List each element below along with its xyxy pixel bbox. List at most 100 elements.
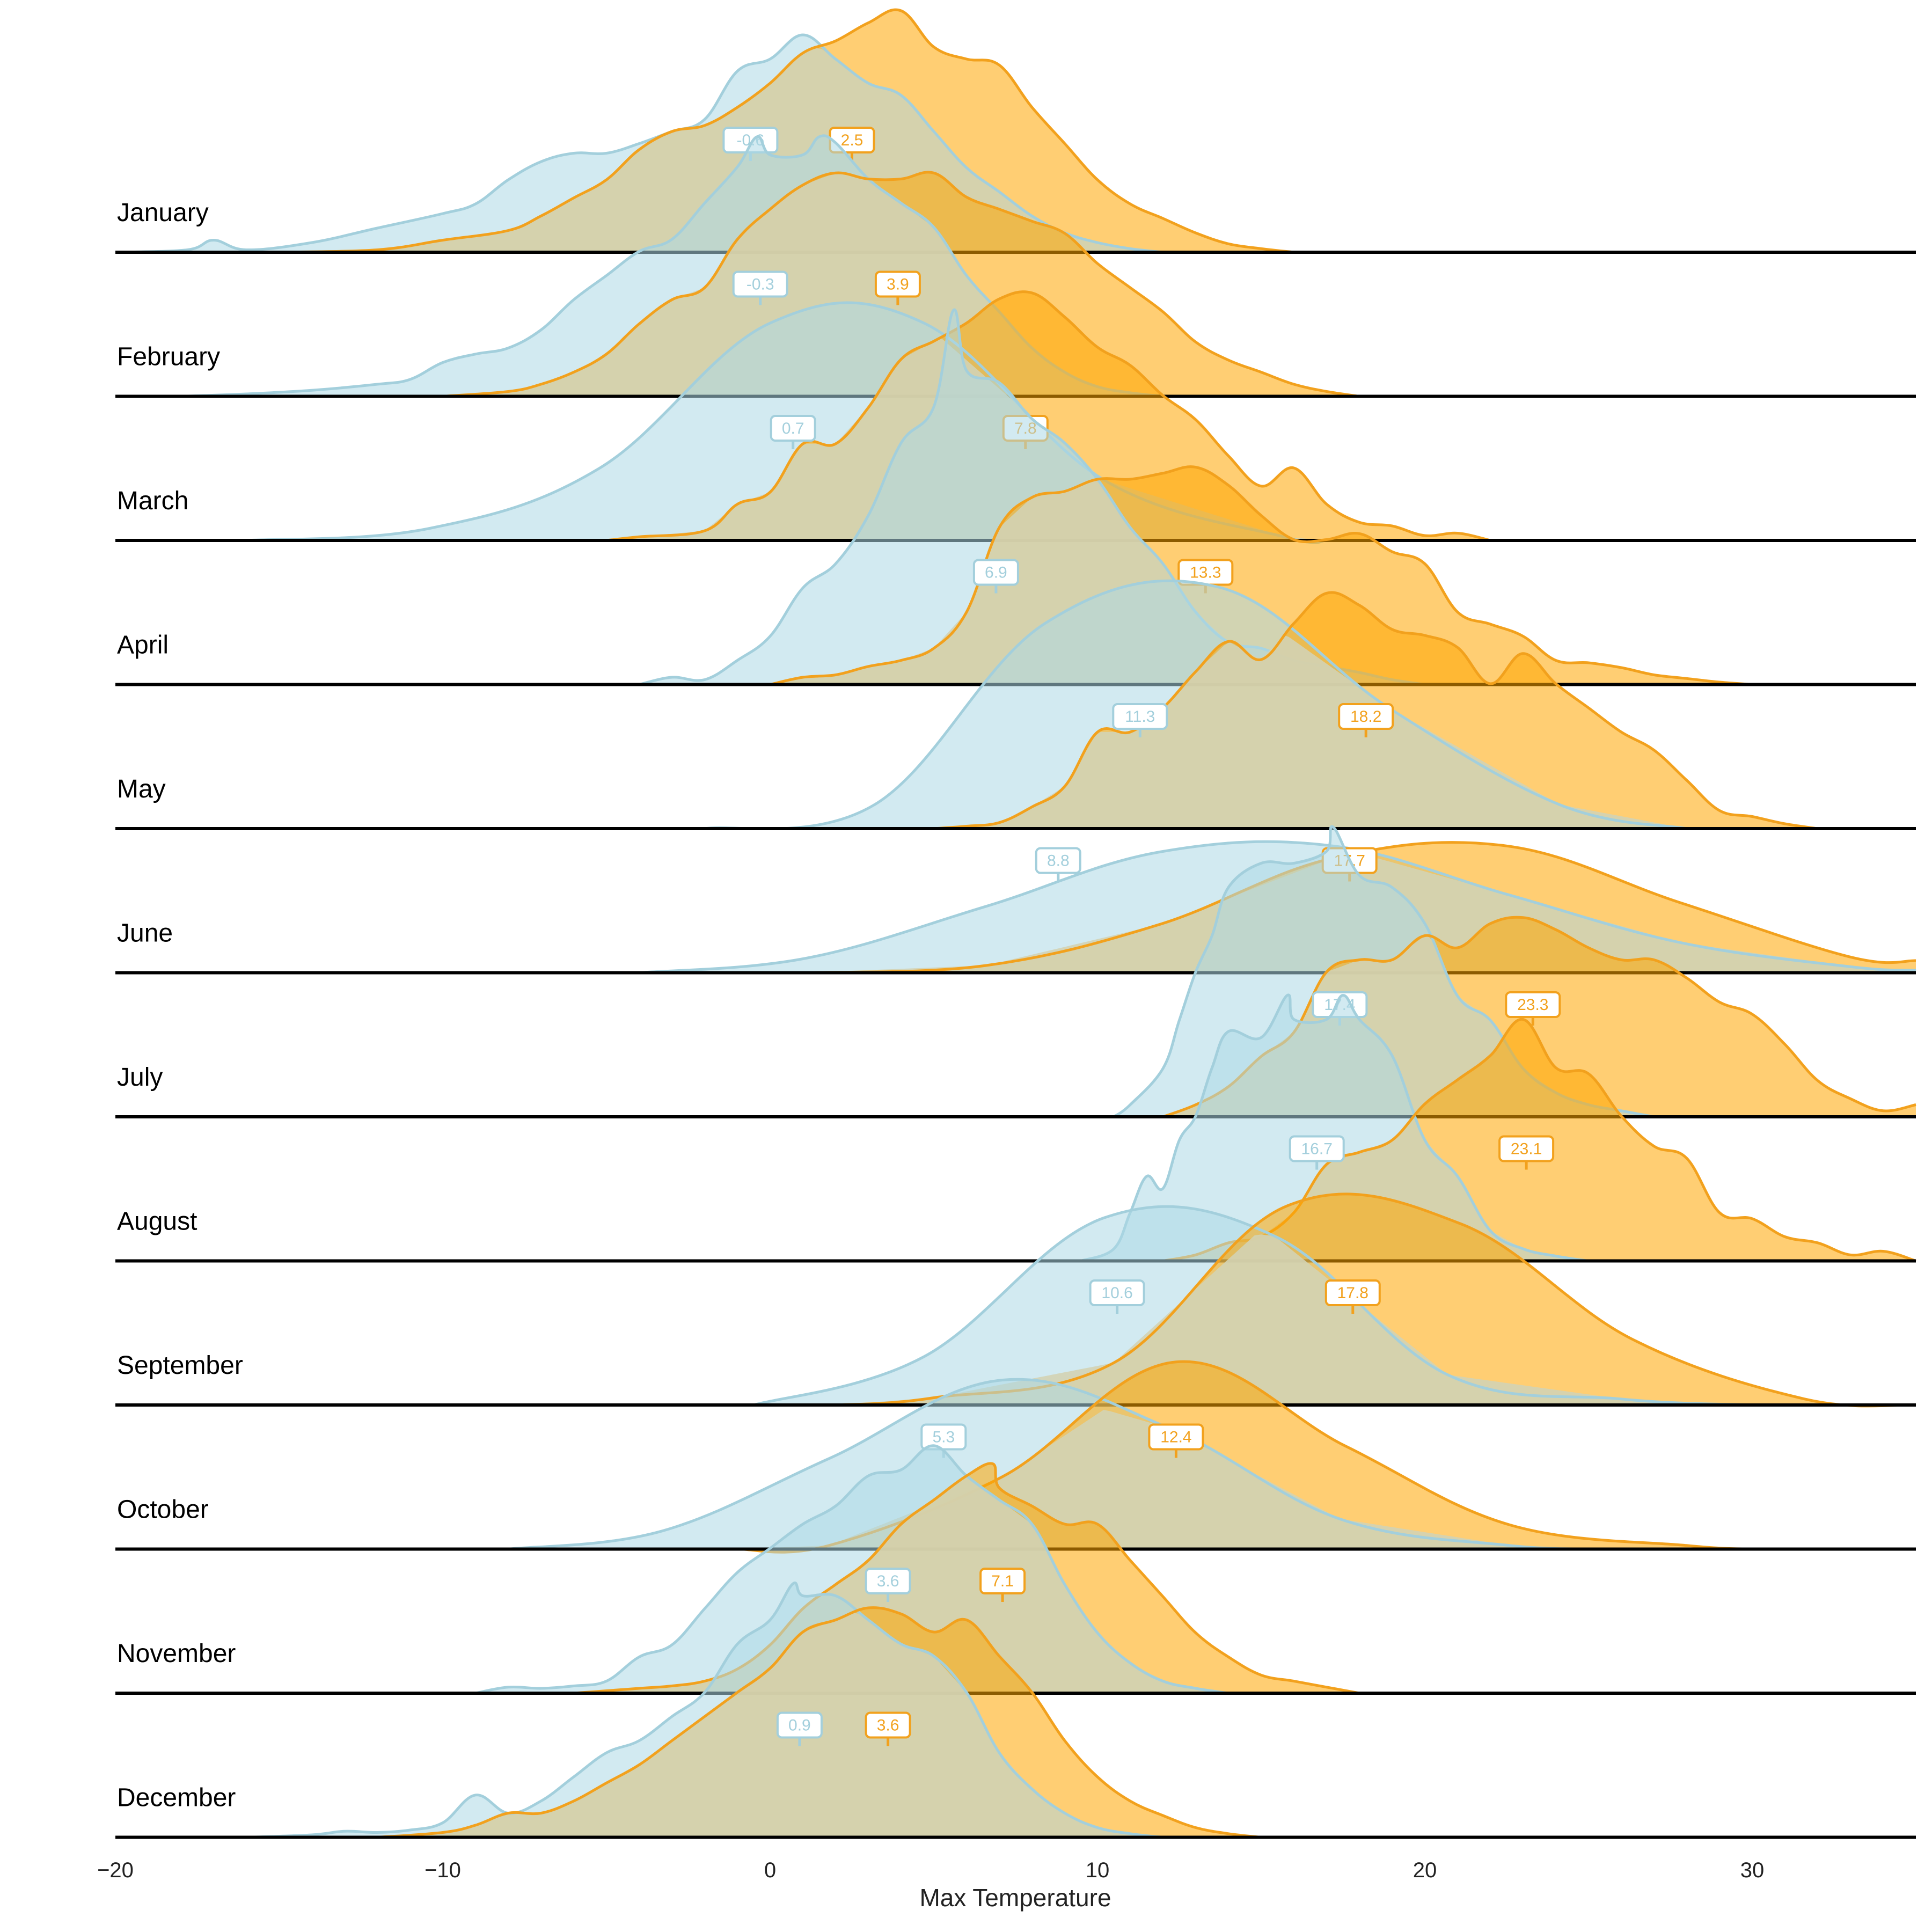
ridge-row: May 11.3 18.2	[115, 579, 1916, 831]
mean-box	[776, 1711, 823, 1739]
mean-value-label: 17.8	[1337, 1284, 1368, 1302]
mean-value-label: 10.6	[1101, 1284, 1132, 1302]
mean-box	[770, 415, 816, 442]
mean-box	[874, 270, 921, 298]
orange-mean-marker: 23.3	[1505, 991, 1561, 1026]
mean-value-label: 13.3	[1190, 564, 1221, 582]
month-label: September	[117, 1351, 243, 1380]
orange-mean-marker: 3.9	[874, 270, 921, 305]
blue-mean-marker: 0.7	[770, 415, 816, 449]
orange-density-line	[802, 841, 1916, 974]
mean-value-label: 8.8	[1047, 852, 1070, 870]
overlap-area	[1163, 1115, 1589, 1261]
mean-box	[732, 270, 788, 298]
mean-box	[1324, 1279, 1381, 1306]
mean-box	[865, 1568, 911, 1594]
orange-mean-marker: 17.8	[1324, 1279, 1381, 1314]
x-tick-label: 30	[1740, 1858, 1765, 1882]
orange-density-line	[279, 8, 1294, 254]
overlap-area	[836, 1234, 1752, 1405]
mean-value-label: 3.6	[877, 1717, 899, 1735]
mean-box	[972, 559, 1019, 586]
mean-box	[865, 1711, 911, 1739]
overlap-area	[934, 635, 1687, 829]
mean-value-label: 3.6	[877, 1572, 899, 1590]
orange-density-line	[442, 171, 1360, 398]
blue-mean-marker: 6.9	[972, 559, 1019, 594]
mean-value-label: 23.1	[1511, 1140, 1542, 1158]
mean-box	[979, 1568, 1026, 1594]
blue-density-line	[115, 33, 1163, 254]
mean-box	[1148, 1423, 1204, 1451]
ridge-row: September 10.6 17.8	[115, 1192, 1916, 1408]
orange-mean-marker: 13.3	[1177, 559, 1234, 594]
x-tick-label: −20	[97, 1858, 134, 1882]
blue-mean-marker: 3.6	[865, 1568, 911, 1602]
month-label: December	[117, 1784, 236, 1812]
mean-value-label: 6.9	[985, 564, 1007, 582]
blue-mean-marker: 10.6	[1089, 1279, 1145, 1314]
blue-mean-marker: 8.8	[1035, 847, 1081, 882]
mean-value-label: 16.7	[1301, 1140, 1333, 1158]
x-tick-label: −10	[425, 1858, 461, 1882]
x-tick-label: 10	[1086, 1858, 1110, 1882]
month-label: April	[117, 631, 169, 660]
x-tick-label: 20	[1413, 1858, 1437, 1882]
orange-density-line	[770, 465, 1753, 686]
month-label: October	[117, 1496, 209, 1524]
blue-density-line	[753, 1205, 1753, 1407]
x-axis-title: Max Temperature	[919, 1884, 1111, 1912]
orange-density-line	[606, 290, 1491, 542]
mean-value-label: 3.9	[887, 276, 909, 294]
overlap-area	[377, 1613, 1163, 1838]
orange-density-line	[933, 591, 1818, 830]
mean-value-label: 5.3	[932, 1429, 955, 1446]
orange-mean-marker: 3.6	[865, 1711, 911, 1746]
mean-box	[1035, 847, 1081, 874]
blue-mean-marker: 5.3	[920, 1423, 967, 1458]
orange-mean-marker: 18.2	[1338, 703, 1394, 737]
blue-mean-marker: 0.9	[776, 1711, 823, 1746]
orange-mean-marker: 12.4	[1148, 1423, 1204, 1458]
orange-density-line	[377, 1606, 1262, 1839]
mean-value-label: 12.4	[1160, 1429, 1191, 1446]
ridge-row: April 6.9 13.3	[115, 308, 1916, 686]
blue-mean-marker: 11.3	[1112, 703, 1168, 737]
mean-value-label: 2.5	[841, 131, 863, 149]
blue-mean-marker: -0.3	[732, 270, 788, 305]
month-label: July	[117, 1063, 163, 1092]
mean-value-label: 11.3	[1125, 708, 1155, 726]
ridge-row: November 3.6 7.1	[115, 1444, 1916, 1695]
mean-value-label: 0.7	[782, 420, 804, 437]
mean-value-label: 7.1	[991, 1572, 1014, 1590]
orange-mean-marker: 7.1	[979, 1568, 1026, 1602]
x-tick-label: 0	[764, 1858, 776, 1882]
month-label: January	[117, 199, 209, 227]
mean-value-label: -0.3	[747, 276, 774, 294]
blue-density-line	[508, 1378, 1622, 1551]
blue-density-line	[1080, 993, 1589, 1262]
mean-value-label: 18.2	[1350, 708, 1381, 726]
overlap-area	[770, 479, 1425, 685]
mean-box	[1289, 1135, 1345, 1162]
mean-box	[1112, 703, 1168, 730]
blue-density-line	[704, 579, 1687, 831]
orange-mean-marker: 2.5	[829, 127, 875, 161]
ridge-row: December 0.9 3.6	[115, 1581, 1916, 1839]
mean-box	[1505, 991, 1561, 1018]
orange-mean-marker: 23.1	[1498, 1135, 1555, 1170]
month-label: March	[117, 487, 188, 515]
mean-box	[1498, 1135, 1555, 1162]
blue-density-line	[246, 1581, 1163, 1839]
month-label: February	[117, 343, 220, 371]
blue-density-line	[475, 1444, 1229, 1695]
mean-box	[1338, 703, 1394, 730]
blue-density-line	[639, 840, 1916, 974]
x-axis: −20 −10 0 10 20 30	[97, 1858, 1764, 1882]
month-label: May	[117, 775, 166, 803]
mean-value-label: 23.3	[1517, 996, 1548, 1014]
month-label: November	[117, 1640, 236, 1668]
mean-value-label: 0.9	[788, 1717, 811, 1735]
